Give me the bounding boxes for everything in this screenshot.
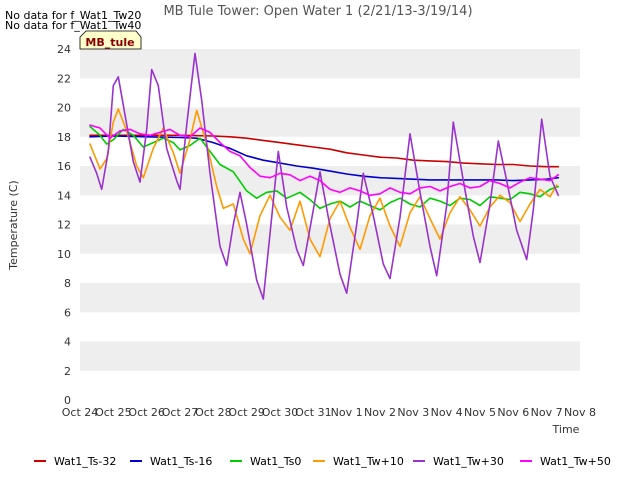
x-tick-label: Oct 29	[228, 406, 265, 419]
series-line-3	[89, 108, 558, 258]
series-line-4	[89, 52, 560, 300]
grid-bands	[80, 49, 580, 400]
grid-band	[80, 312, 580, 342]
grid-band	[80, 253, 580, 283]
x-tick-label: Nov 2	[364, 406, 396, 419]
legend: Wat1_Ts-32 Wat1_Ts-16 Wat1_Ts0 Wat1_Tw+10 Wa…	[34, 455, 611, 468]
site-tag: MB_tule	[79, 30, 142, 50]
x-tick-label: Nov 8	[564, 406, 596, 419]
y-tick-label: 20	[57, 102, 71, 115]
x-tick-label: Oct 31	[295, 406, 332, 419]
x-tick-label: Oct 26	[128, 406, 165, 419]
x-tick-label: Nov 7	[531, 406, 563, 419]
y-tick-label: 14	[57, 189, 71, 202]
grid-band	[80, 107, 580, 137]
x-tick-label: Oct 24	[62, 406, 99, 419]
y-tick-label: 4	[64, 336, 71, 349]
legend-label: Wat1_Tw+50	[540, 455, 611, 468]
series-line-0	[89, 134, 560, 168]
legend-label: Wat1_Tw+10	[333, 455, 404, 468]
x-tick-label: Nov 5	[464, 406, 496, 419]
grid-band	[80, 370, 580, 400]
no-data-note-1: No data for f_Wat1_Tw20	[5, 9, 141, 22]
legend-label: Wat1_Ts-32	[54, 455, 116, 468]
y-tick-label: 8	[64, 277, 71, 290]
legend-label: Wat1_Ts-16	[150, 455, 212, 468]
y-tick-label: 10	[57, 248, 71, 261]
x-tick-label: Oct 27	[162, 406, 199, 419]
legend-label: Wat1_Ts0	[250, 455, 301, 468]
legend-label: Wat1_Tw+30	[433, 455, 504, 468]
no-data-note-2: No data for f_Wat1_Tw40	[5, 19, 141, 32]
grid-band	[80, 341, 580, 371]
grid-band	[80, 49, 580, 79]
x-tick-label: Nov 1	[331, 406, 363, 419]
y-tick-label: 24	[57, 43, 71, 56]
x-tick-label: Nov 4	[431, 406, 463, 419]
y-tick-label: 0	[64, 394, 71, 407]
y-tick-label: 6	[64, 306, 71, 319]
y-tick-label: 2	[64, 365, 71, 378]
x-tick-label: Oct 28	[195, 406, 232, 419]
x-tick-label: Nov 3	[397, 406, 429, 419]
series-line-2	[89, 125, 560, 211]
y-tick-label: 18	[57, 131, 71, 144]
chart-title: MB Tule Tower: Open Water 1 (2/21/13-3/1…	[163, 4, 472, 19]
plot-area	[89, 52, 560, 300]
site-tag-label: MB_tule	[85, 36, 134, 49]
x-tick-label: Oct 30	[262, 406, 299, 419]
y-tick-label: 16	[57, 160, 71, 173]
x-tick-label: Oct 25	[95, 406, 132, 419]
grid-band	[80, 78, 580, 108]
y-tick-label: 12	[57, 219, 71, 232]
y-tick-label: 22	[57, 72, 71, 85]
x-axis-label: Time	[552, 423, 580, 436]
series-line-5	[89, 124, 560, 197]
x-tick-label: Nov 6	[497, 406, 529, 419]
grid-band	[80, 283, 580, 313]
y-axis-label: Temperature (C)	[7, 180, 20, 270]
series-line-1	[89, 135, 560, 182]
